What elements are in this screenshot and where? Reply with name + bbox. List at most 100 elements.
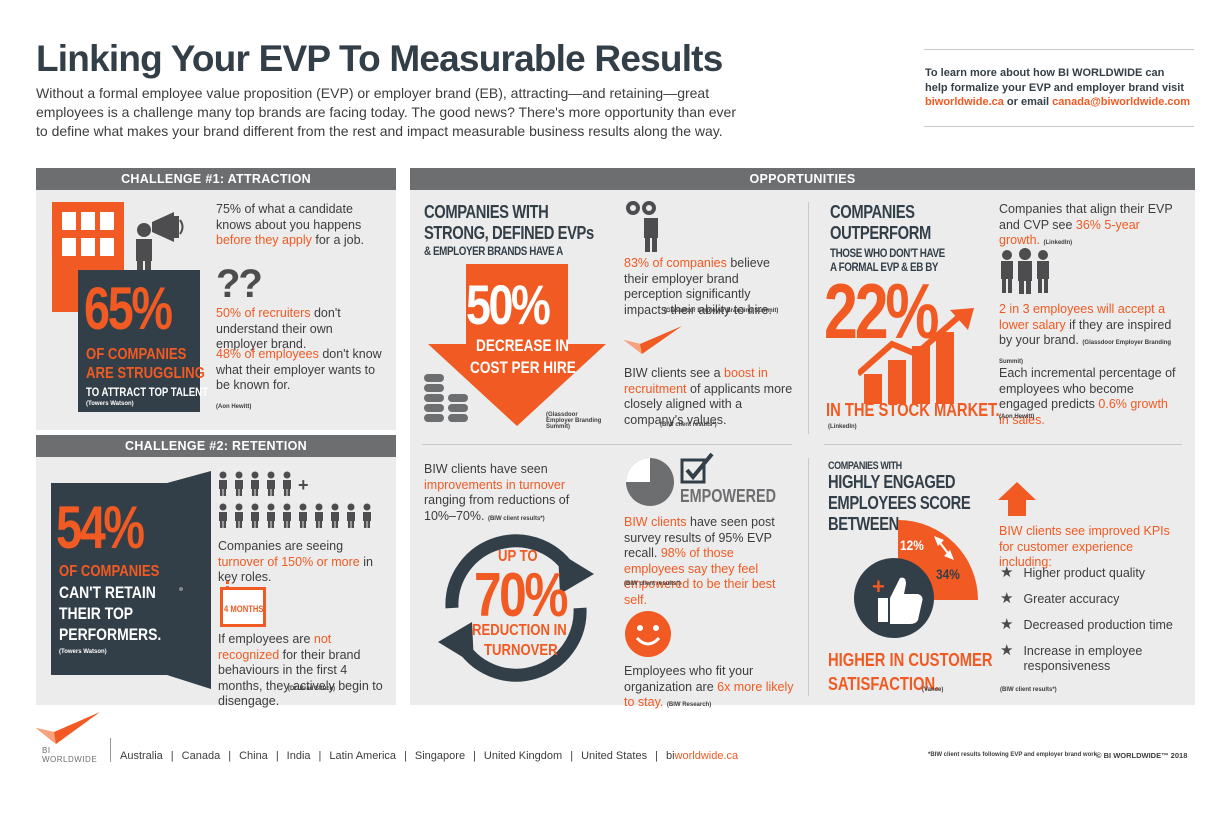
block1-fact1: 83% of companies believe their employer …	[624, 256, 772, 317]
region-separator: |	[655, 750, 658, 762]
biw-footer-logo-icon	[36, 712, 100, 744]
block4-kpi-intro: BIW clients see improved KPIs for custom…	[999, 524, 1170, 569]
block4-stat-line2: SATISFACTION.	[828, 674, 940, 694]
coins-icon	[424, 374, 468, 422]
block4-range-low: 12%	[900, 537, 924, 553]
block4-cite: (Vance)	[922, 687, 944, 693]
learn-more-link[interactable]: biworldwide.ca	[925, 96, 1004, 108]
learn-more-or: or email	[1003, 96, 1053, 108]
pie-chart-icon	[626, 458, 674, 506]
challenge2-stat-line2: CAN'T RETAIN	[59, 583, 156, 602]
region-separator: |	[570, 750, 574, 762]
region-link[interactable]: Latin America	[329, 750, 397, 762]
svg-text:+: +	[872, 574, 885, 599]
block3-fact3: Employees who fit your organization are …	[624, 664, 794, 709]
block2-title: COMPANIES OUTPERFORM THOSE WHO DON'T HAV…	[830, 202, 945, 274]
kpi-item: ★ Higher product quality	[1000, 564, 1180, 581]
person-icon	[299, 503, 307, 528]
block2-fact3: Each incremental percentage of employees…	[999, 366, 1176, 427]
challenge1-stat-line3: TO ATTRACT TOP TALENT	[86, 385, 208, 399]
empowered-label: EMPOWERED	[680, 486, 777, 506]
learn-more-line2: help formalize your EVP and employer bra…	[925, 81, 1184, 94]
smiley-icon	[625, 611, 671, 657]
people-row-icon	[219, 471, 371, 528]
calendar-label: 4 MONTHS	[224, 604, 264, 614]
region-separator: |	[318, 750, 322, 762]
challenge1-fact2: 50% of recruiters don't understand their…	[216, 306, 341, 351]
person-icon	[251, 471, 259, 496]
block2-cite: (LinkedIn)	[828, 424, 857, 430]
block3-circle-stat: 70%	[474, 561, 568, 630]
kpi-label: Higher product quality	[1023, 566, 1146, 580]
page-title: Linking Your EVP To Measurable Results	[36, 38, 723, 79]
region-link[interactable]: India	[286, 750, 311, 762]
checkbox-icon	[680, 452, 714, 484]
block3-circle-line3: TURNOVER	[484, 642, 558, 659]
kpi-item: ★ Increase in employee responsiveness	[1000, 642, 1180, 674]
calendar-icon: 4 MONTHS	[220, 587, 266, 627]
thumbs-up-icon: +	[872, 574, 923, 624]
three-people-icon	[1001, 248, 1049, 294]
block1-fact1-cite: (Glassdoor Employer Branding Summit)	[664, 308, 779, 314]
person-icon	[283, 471, 291, 496]
block1-fact2-cite: (BIW client results*)	[660, 422, 717, 428]
challenge2-fact1: Companies are seeing turnover of 150% or…	[218, 539, 373, 584]
region-link[interactable]: China	[239, 750, 268, 762]
region-separator: |	[170, 750, 174, 762]
footer-site-link[interactable]: biworldwide.ca	[665, 750, 739, 762]
block4-title: COMPANIES WITH HIGHLY ENGAGED EMPLOYEES …	[828, 460, 971, 534]
up-arrow-icon	[998, 482, 1036, 516]
intro-text: Without a formal employee value proposit…	[36, 85, 736, 139]
learn-more-box: To learn more about how BI WORLDWIDE can…	[925, 66, 1195, 110]
person-icon	[235, 503, 243, 528]
megaphone-person-icon	[136, 212, 184, 272]
block2-fact3-cite: (Aon Hewitt)	[999, 414, 1035, 420]
star-icon: ★	[1000, 590, 1014, 607]
challenge2-stat-box: 54% OF COMPANIES CAN'T RETAIN THEIR TOP …	[51, 483, 167, 675]
challenge1-fact3-cite: (Aon Hewitt)	[216, 404, 252, 410]
region-link[interactable]: United States	[581, 750, 648, 762]
growth-chart-icon	[858, 308, 974, 404]
kpi-item: ★ Decreased production time	[1000, 616, 1180, 633]
footer-logo-line2: WORLDWIDE	[42, 755, 98, 764]
question-marks-icon: ??	[216, 262, 263, 306]
block3-fact1: BIW clients have seen improvements in tu…	[424, 462, 570, 523]
star-icon: ★	[1000, 642, 1014, 659]
down-arrow-icon	[428, 264, 606, 426]
challenge1-stat-cite: (Towers Watson)	[86, 401, 134, 407]
region-link[interactable]: United Kingdom	[483, 750, 563, 762]
challenge1-stat-line2: ARE STRUGGLING	[86, 365, 205, 382]
region-link[interactable]: Singapore	[414, 750, 466, 762]
open-door-icon	[167, 471, 211, 689]
kpi-label: Greater accuracy	[1023, 592, 1120, 606]
person-icon	[251, 503, 259, 528]
challenge2-stat-line3: THEIR TOP	[59, 604, 134, 623]
star-icon: ★	[1000, 616, 1014, 633]
kpi-item: ★ Greater accuracy	[1000, 590, 1180, 607]
challenge2-fact2-cite: (Dr. Brad Shuck)	[288, 686, 336, 692]
footer-logo-line1: BI	[42, 746, 51, 755]
block4-range-high: 34%	[936, 566, 960, 582]
learn-more-email[interactable]: canada@biworldwide.com	[1052, 96, 1191, 108]
challenge2-fact2: If employees are not recognized for thei…	[218, 632, 383, 708]
region-separator: |	[228, 750, 232, 762]
person-icon	[267, 503, 275, 528]
region-link[interactable]: Canada	[181, 750, 221, 762]
challenge2-stat-cite: (Towers Watson)	[59, 649, 107, 655]
cycle-arrows-icon	[438, 534, 594, 682]
block4-stat-line1: HIGHER IN CUSTOMER	[828, 650, 993, 670]
person-icon	[235, 471, 243, 496]
challenge1-header: CHALLENGE #1: ATTRACTION	[36, 168, 396, 190]
block2-fact2: 2 in 3 employees will accept a lower sal…	[999, 302, 1172, 365]
block1-cite: (Glassdoor Employer Branding Summit)	[546, 412, 602, 430]
block1-title: COMPANIES WITH STRONG, DEFINED EVPs & EM…	[424, 202, 594, 258]
block1-arrow-line2: COST PER HIRE	[470, 358, 576, 377]
challenge2-stat-line4: PERFORMERS.	[59, 625, 162, 644]
footer-regions: Australia | Canada | China | India | Latin Ameri…	[116, 750, 742, 762]
region-link[interactable]: Australia	[120, 750, 163, 762]
learn-more-line1: To learn more about how BI WORLDWIDE can	[925, 67, 1165, 79]
block1-fact2: BIW clients see a boost in recruitment o…	[624, 366, 793, 427]
binoculars-person-icon	[626, 201, 658, 252]
star-icon: ★	[1000, 564, 1014, 581]
footer-copyright: © BI WORLDWIDE™ 2018	[1096, 751, 1188, 760]
